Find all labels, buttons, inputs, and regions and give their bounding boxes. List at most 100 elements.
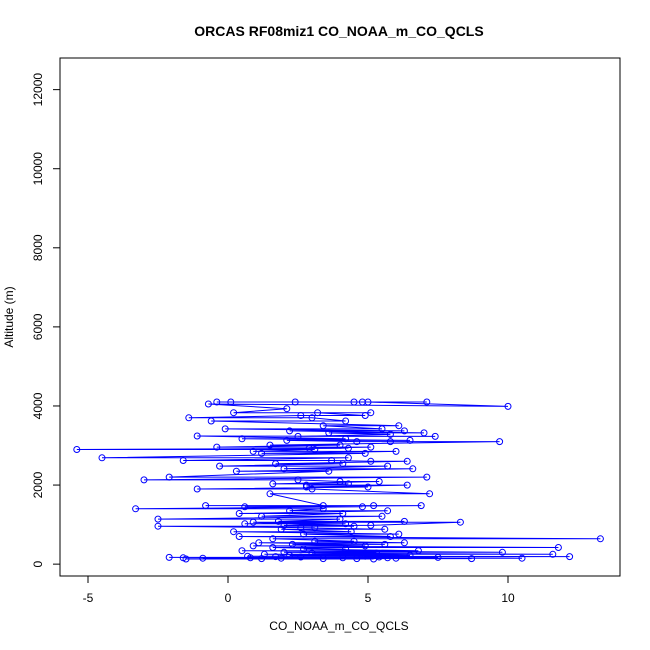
data-point bbox=[283, 405, 291, 413]
data-point bbox=[566, 553, 574, 561]
data-point bbox=[400, 427, 408, 435]
data-point bbox=[154, 522, 162, 530]
data-point bbox=[280, 548, 288, 556]
data-point bbox=[596, 535, 604, 543]
data-point bbox=[266, 490, 274, 498]
data-point bbox=[384, 462, 392, 470]
data-point bbox=[386, 430, 394, 438]
data-point bbox=[258, 555, 266, 563]
data-point bbox=[339, 554, 347, 562]
data-point bbox=[98, 454, 106, 462]
data-point bbox=[202, 502, 210, 510]
data-point bbox=[384, 507, 392, 515]
data-point bbox=[311, 446, 319, 453]
data-point bbox=[370, 502, 378, 510]
data-point bbox=[336, 478, 344, 485]
data-point bbox=[300, 530, 308, 538]
y-tick-label: 0 bbox=[31, 560, 45, 567]
data-point bbox=[336, 515, 344, 523]
data-point bbox=[213, 398, 221, 406]
data-point bbox=[73, 446, 81, 453]
data-point bbox=[294, 476, 302, 484]
data-point bbox=[456, 518, 464, 526]
data-point bbox=[342, 417, 350, 425]
data-point bbox=[325, 429, 333, 437]
data-point bbox=[319, 502, 327, 510]
data-point bbox=[353, 555, 361, 563]
data-point bbox=[288, 540, 296, 548]
data-point bbox=[344, 454, 352, 462]
plot-frame bbox=[59, 57, 621, 577]
data-point bbox=[361, 449, 369, 457]
data-point bbox=[319, 422, 327, 430]
data-point bbox=[378, 425, 386, 433]
data-point bbox=[434, 553, 442, 561]
data-point bbox=[154, 515, 162, 523]
data-point bbox=[249, 447, 257, 455]
data-point bbox=[342, 545, 350, 553]
data-point bbox=[350, 537, 358, 545]
data-point bbox=[246, 554, 254, 562]
x-axis-label: CO_NOAA_m_CO_QCLS bbox=[269, 619, 408, 633]
x-tick-label: 10 bbox=[501, 591, 515, 605]
x-tick-label: 0 bbox=[225, 591, 232, 605]
data-point bbox=[216, 462, 224, 470]
data-point bbox=[414, 547, 422, 555]
data-point bbox=[386, 438, 394, 446]
data-point bbox=[364, 483, 372, 491]
data-point bbox=[193, 485, 201, 493]
y-tick-label: 2000 bbox=[31, 471, 45, 498]
data-point bbox=[400, 517, 408, 525]
data-point bbox=[347, 528, 355, 536]
data-point bbox=[364, 398, 372, 406]
data-point bbox=[554, 544, 562, 551]
data-point bbox=[367, 457, 375, 465]
data-point bbox=[328, 457, 336, 464]
y-tick-label: 12000 bbox=[31, 73, 45, 107]
chart-title: ORCAS RF08miz1 CO_NOAA_m_CO_QCLS bbox=[194, 23, 483, 39]
y-tick-label: 10000 bbox=[31, 152, 45, 186]
data-point bbox=[339, 460, 347, 468]
data-point bbox=[384, 554, 392, 562]
data-point bbox=[291, 398, 299, 406]
data-point bbox=[238, 435, 246, 443]
data-point bbox=[409, 465, 417, 473]
data-point bbox=[241, 503, 249, 511]
data-point bbox=[549, 550, 557, 558]
data-point bbox=[258, 449, 266, 457]
data-point bbox=[274, 517, 282, 525]
data-point bbox=[269, 544, 277, 551]
data-point bbox=[392, 447, 400, 455]
data-point bbox=[498, 548, 506, 556]
data-point bbox=[311, 537, 319, 545]
data-point bbox=[358, 503, 366, 511]
data-point bbox=[213, 443, 221, 451]
data-point bbox=[400, 539, 408, 547]
data-point bbox=[302, 481, 310, 489]
data-point bbox=[353, 438, 361, 446]
data-point bbox=[367, 409, 375, 417]
data-point bbox=[308, 549, 316, 557]
data-point bbox=[504, 402, 512, 410]
data-point bbox=[375, 478, 383, 485]
data-point bbox=[426, 490, 434, 498]
data-point bbox=[308, 414, 316, 422]
data-point bbox=[283, 436, 291, 444]
data-point bbox=[342, 520, 350, 528]
data-point bbox=[395, 422, 403, 430]
data-point bbox=[266, 441, 274, 449]
data-point bbox=[272, 460, 280, 468]
data-point bbox=[286, 507, 294, 515]
data-point bbox=[165, 473, 173, 481]
data-point bbox=[300, 545, 308, 553]
data-point bbox=[277, 525, 285, 533]
data-point bbox=[342, 435, 350, 443]
data-point bbox=[249, 518, 257, 526]
y-tick-label: 6000 bbox=[31, 313, 45, 340]
data-point bbox=[269, 480, 277, 488]
data-point bbox=[350, 398, 358, 406]
data-point bbox=[185, 414, 193, 422]
data-point bbox=[319, 505, 327, 513]
y-axis: 0 2000 4000 6000 8000 10000 12000 bbox=[31, 73, 61, 567]
